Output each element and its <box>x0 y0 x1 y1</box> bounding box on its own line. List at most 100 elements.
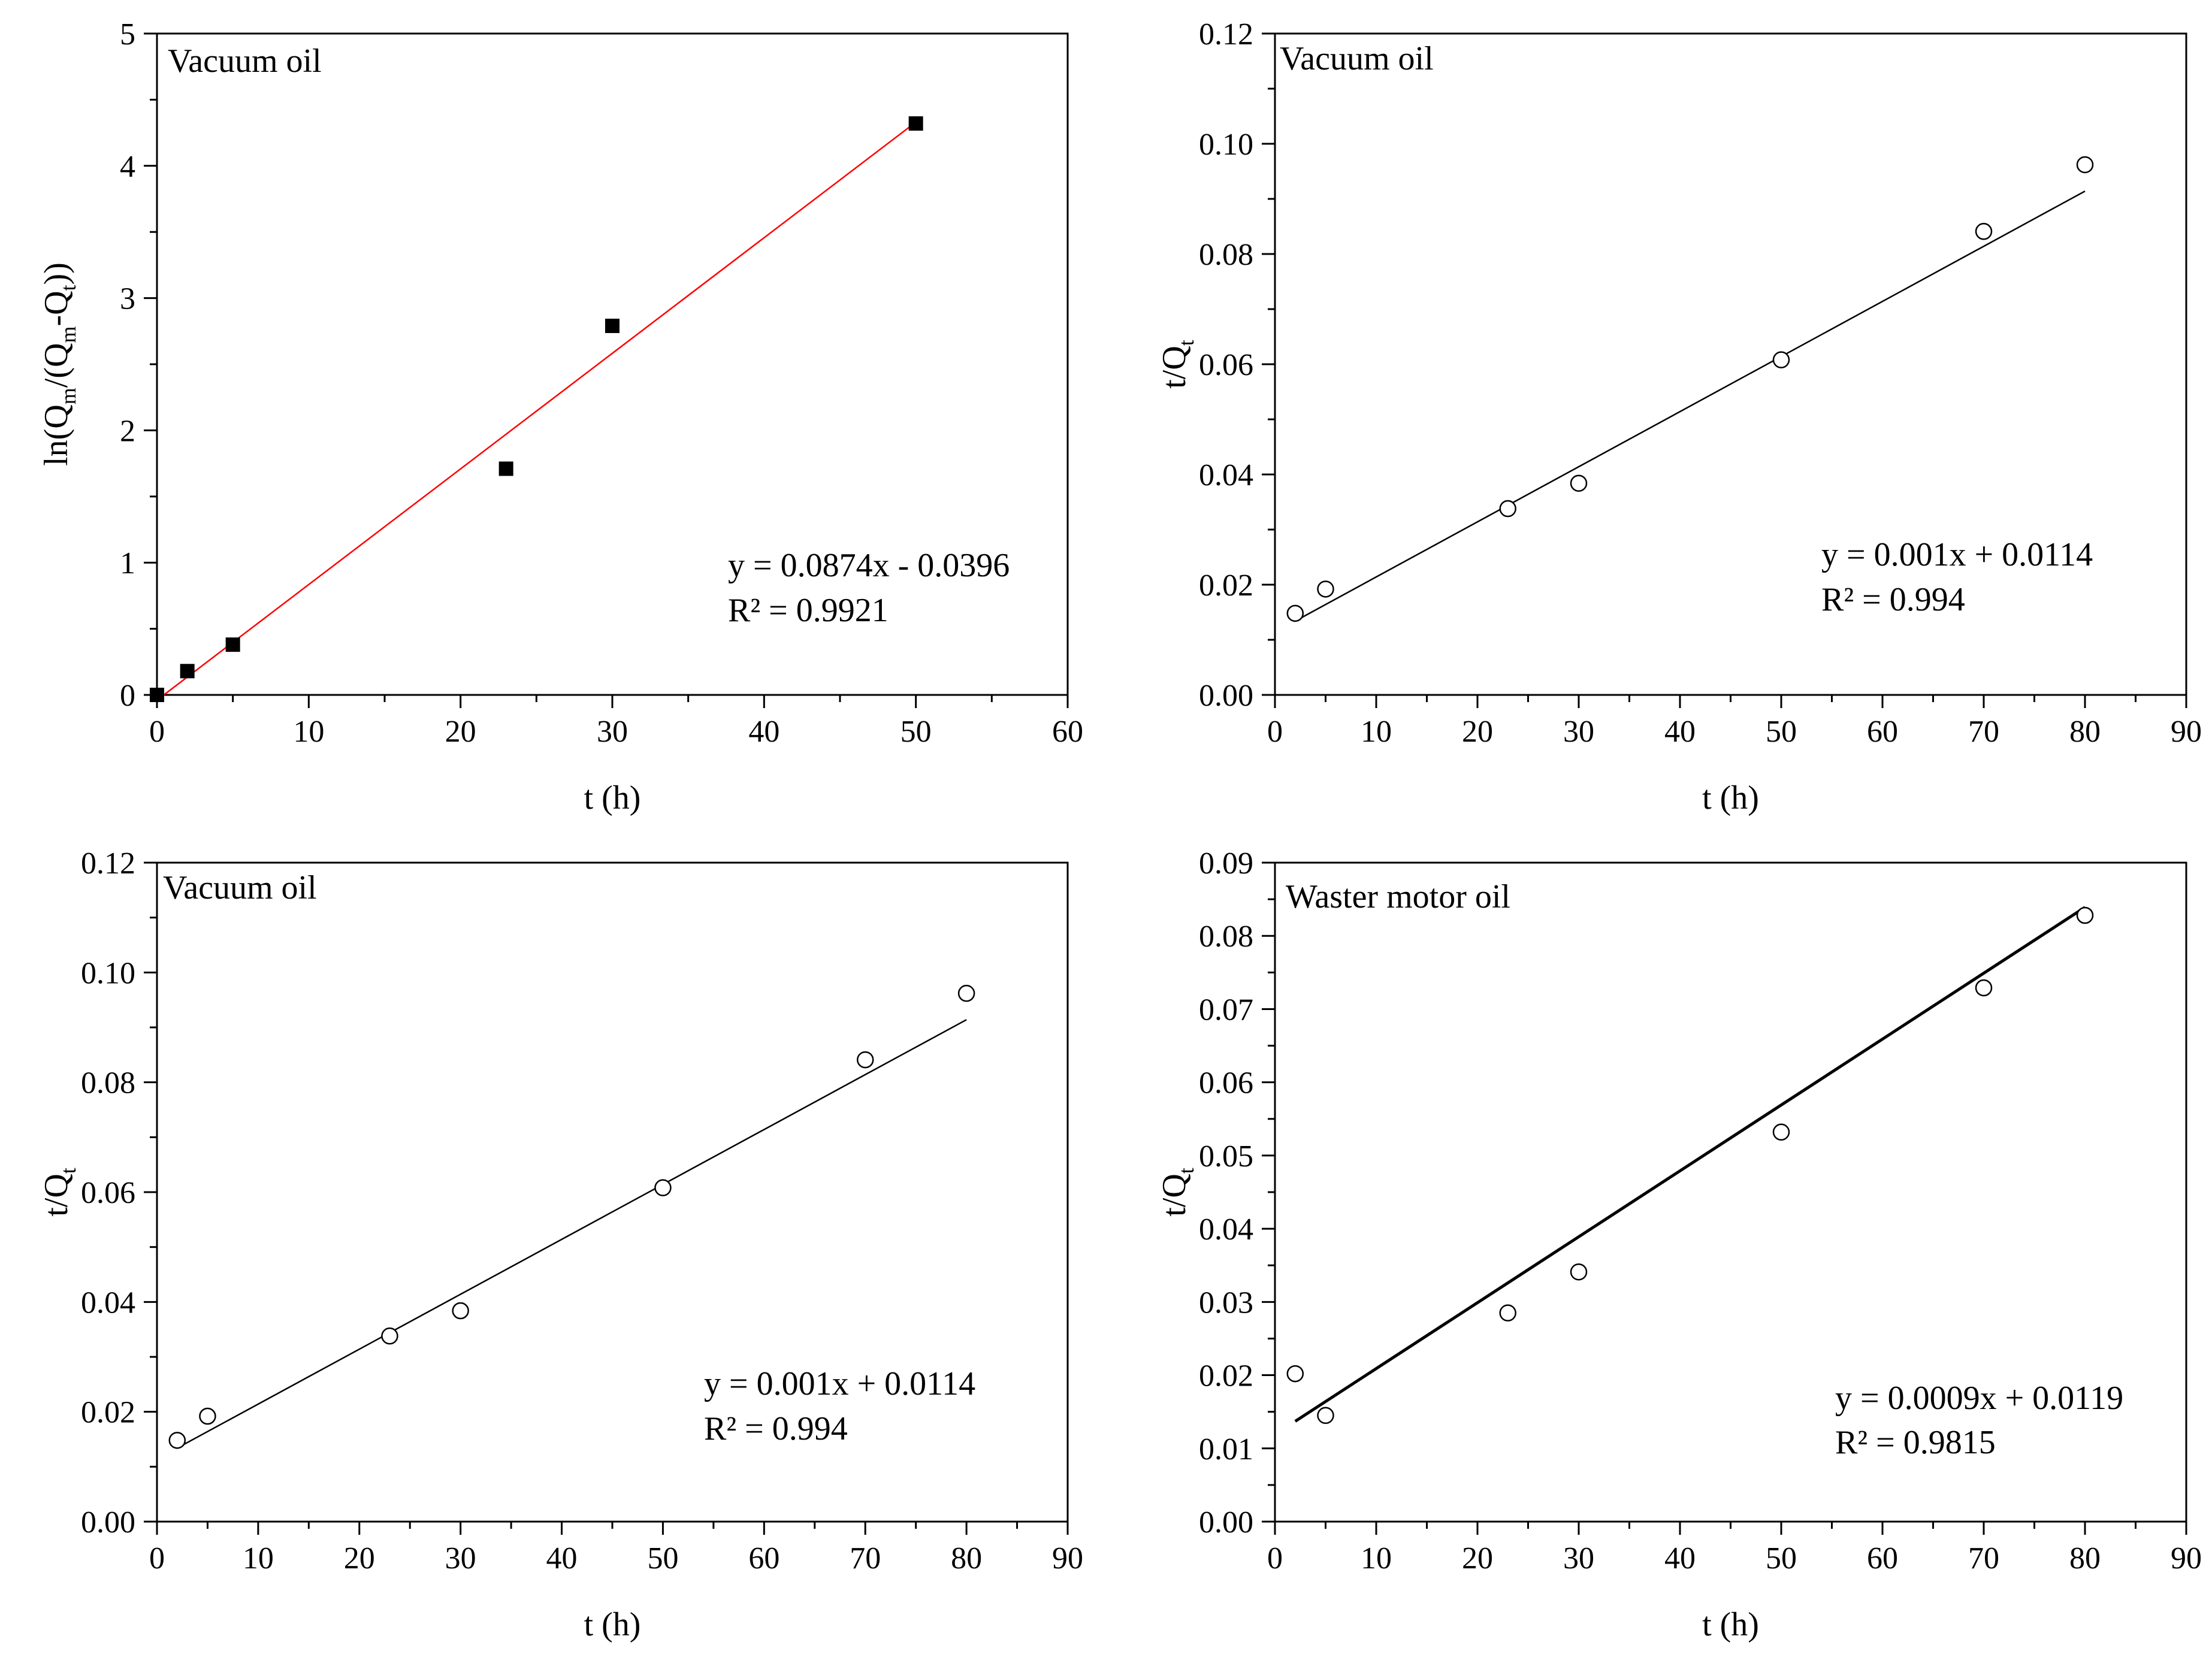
data-point <box>1286 1365 1304 1383</box>
x-tick-label: 70 <box>850 1541 881 1576</box>
data-point <box>908 116 923 131</box>
y-tick-label: 0.08 <box>1199 920 1253 954</box>
fit-line <box>156 121 917 701</box>
x-axis-title: t (h) <box>584 779 641 817</box>
y-tick-label: 0.06 <box>1199 1066 1253 1100</box>
data-point <box>168 1432 186 1449</box>
chart-panel-bottom-right: 0 10 20 30 40 50 60 70 80 90 0.00 0.01 0.02 0.03 0.04 0… <box>1156 846 2202 1643</box>
x-tick-label: 60 <box>1867 1541 1898 1576</box>
data-point <box>452 1302 469 1320</box>
panel-label: Vacuum oil <box>1280 40 1434 77</box>
x-tick-label: 50 <box>647 1541 678 1576</box>
fit-equation: y = 0.0874x - 0.0396 <box>728 547 1010 584</box>
data-point <box>2076 906 2094 924</box>
y-tick-label: 3 <box>120 282 135 316</box>
y-tick-label: 0.03 <box>1199 1286 1253 1320</box>
x-axis-title: t (h) <box>1702 779 1759 817</box>
x-tick-label: 70 <box>1968 715 1999 749</box>
y-tick-label: 0.10 <box>81 956 135 990</box>
x-axis-title: t (h) <box>1702 1606 1759 1643</box>
data-point <box>1499 500 1516 518</box>
y-tick-label: 0.12 <box>1199 17 1253 52</box>
x-tick-label: 0 <box>149 1541 165 1576</box>
fit-r-squared: R² = 0.994 <box>1821 581 1965 618</box>
y-tick-label: 0.05 <box>1199 1139 1253 1174</box>
y-tick-label: 0.04 <box>1199 1212 1253 1247</box>
y-tick-label: 0.06 <box>1199 348 1253 382</box>
y-tick-label: 0.00 <box>1199 679 1253 713</box>
data-point <box>1286 604 1304 622</box>
y-axis-title: ln(Qm/(Qm-Qt)) <box>38 262 80 466</box>
chart-panel-top-right: 0 10 20 30 40 50 60 70 80 90 0.00 0.02 0.04 0.06 0.08 0… <box>1156 17 2202 817</box>
x-tick-label: 30 <box>597 715 628 749</box>
x-tick-label: 30 <box>1563 1541 1594 1576</box>
x-tick-label: 80 <box>951 1541 982 1576</box>
x-tick-label: 60 <box>1052 715 1083 749</box>
fit-r-squared: R² = 0.9815 <box>1835 1424 1996 1461</box>
fit-line <box>1295 191 2086 622</box>
y-tick-label: 0.12 <box>81 846 135 881</box>
fit-r-squared: R² = 0.994 <box>704 1410 848 1447</box>
x-tick-label: 40 <box>748 715 779 749</box>
y-tick-label: 0 <box>120 679 135 713</box>
plot-frame <box>1274 32 2187 696</box>
x-tick-label: 90 <box>1052 1541 1083 1576</box>
x-tick-label: 30 <box>445 1541 476 1576</box>
y-tick-label: 0.02 <box>81 1396 135 1430</box>
y-tick-label: 0.10 <box>1199 128 1253 162</box>
y-tick-label: 2 <box>120 414 135 448</box>
x-tick-label: 20 <box>1462 1541 1493 1576</box>
data-point <box>199 1407 216 1425</box>
data-point <box>1499 1304 1516 1322</box>
y-tick-label: 0.04 <box>81 1286 135 1320</box>
x-tick-label: 90 <box>2171 1541 2202 1576</box>
x-tick-label: 10 <box>1361 1541 1392 1576</box>
fit-equation: y = 0.001x + 0.0114 <box>704 1365 975 1402</box>
data-point <box>1975 979 1993 997</box>
x-tick-label: 20 <box>344 1541 375 1576</box>
data-point <box>1570 474 1588 492</box>
y-tick-label: 1 <box>120 546 135 580</box>
data-point <box>180 664 195 679</box>
panel-label: Waster motor oil <box>1286 878 1510 915</box>
y-tick-label: 5 <box>120 17 135 52</box>
y-tick-label: 0.08 <box>81 1066 135 1100</box>
data-point <box>2076 156 2094 174</box>
x-tick-label: 10 <box>293 715 324 749</box>
x-tick-label: 50 <box>1766 715 1797 749</box>
x-tick-label: 90 <box>2171 715 2202 749</box>
x-tick-label: 20 <box>1462 715 1493 749</box>
y-axis-title: t/Qt <box>1156 340 1198 389</box>
y-tick-label: 4 <box>120 150 135 184</box>
data-point <box>150 688 164 702</box>
fit-line <box>177 1019 967 1449</box>
data-point <box>225 637 240 652</box>
data-point <box>1317 580 1334 598</box>
chart-panel-bottom-left: 0 10 20 30 40 50 60 70 80 90 0.00 0.02 0.04 0.06 0.08 0… <box>38 846 1083 1643</box>
x-tick-label: 10 <box>1361 715 1392 749</box>
x-tick-label: 0 <box>1267 715 1283 749</box>
data-point <box>605 318 620 333</box>
data-point <box>1317 1407 1334 1425</box>
x-tick-label: 20 <box>445 715 476 749</box>
y-tick-label: 0.00 <box>1199 1505 1253 1540</box>
panel-label: Vacuum oil <box>163 869 317 906</box>
x-tick-label: 60 <box>1867 715 1898 749</box>
x-tick-label: 10 <box>243 1541 274 1576</box>
y-tick-label: 0.04 <box>1199 458 1253 492</box>
y-tick-label: 0.08 <box>1199 238 1253 272</box>
chart-panel-top-left: 0 10 20 30 40 50 60 0 1 2 3 4 5 t (h) ln(Qm/(Qm-Qt)) Va… <box>38 17 1083 817</box>
x-tick-label: 40 <box>546 1541 578 1576</box>
plot-frame <box>156 861 1069 1523</box>
data-point <box>1570 1263 1588 1281</box>
x-tick-label: 40 <box>1664 1541 1696 1576</box>
data-point <box>1772 1123 1790 1141</box>
y-tick-label: 0.09 <box>1199 846 1253 881</box>
plot-frame <box>1274 861 2187 1523</box>
y-tick-label: 0.01 <box>1199 1432 1253 1466</box>
y-tick-label: 0.02 <box>1199 569 1253 603</box>
x-tick-label: 60 <box>748 1541 779 1576</box>
x-tick-label: 0 <box>149 715 165 749</box>
y-axis-title: t/Qt <box>1156 1168 1198 1217</box>
fit-equation: y = 0.001x + 0.0114 <box>1821 536 2093 573</box>
